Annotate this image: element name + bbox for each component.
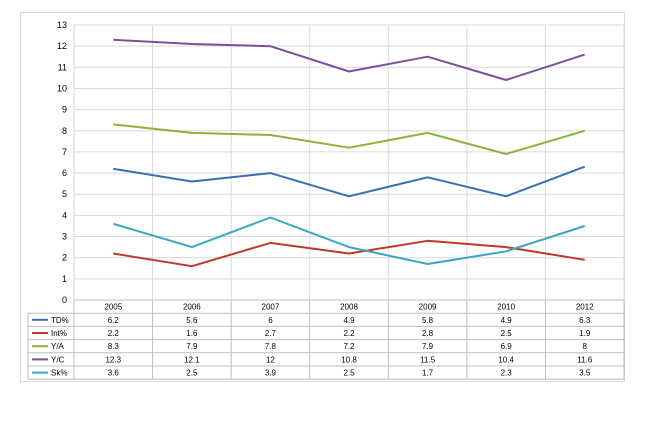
data-label: 2.5 (186, 369, 198, 378)
data-label: 12.1 (184, 355, 200, 364)
x-tick-label: 2012 (576, 303, 594, 312)
y-tick-label: 8 (62, 126, 67, 136)
y-tick-label: 13 (57, 20, 67, 30)
legend-label: Y/C (51, 355, 65, 364)
data-label: 2.5 (501, 329, 513, 338)
data-label: 3.5 (579, 369, 591, 378)
data-label: 2.7 (265, 329, 277, 338)
data-label: 1.7 (422, 369, 434, 378)
y-tick-label: 6 (62, 168, 67, 178)
data-label: 5.6 (186, 316, 198, 325)
data-label: 2.8 (422, 329, 434, 338)
x-tick-label: 2005 (104, 303, 122, 312)
data-label: 8 (582, 342, 587, 351)
legend-label: Sk% (51, 369, 67, 378)
data-label: 2.3 (501, 369, 513, 378)
data-label: 1.6 (186, 329, 198, 338)
data-label: 6.2 (108, 316, 120, 325)
data-label: 12 (266, 355, 275, 364)
y-tick-label: 11 (58, 62, 67, 72)
data-label: 6 (268, 316, 273, 325)
data-label: 10.4 (498, 355, 514, 364)
data-label: 7.9 (186, 342, 198, 351)
data-label: 8.3 (108, 342, 120, 351)
data-label: 7.9 (422, 342, 434, 351)
x-tick-label: 2006 (183, 303, 201, 312)
data-label: 2.5 (343, 369, 355, 378)
data-label: 5.8 (422, 316, 434, 325)
y-tick-label: 7 (62, 147, 67, 157)
series-line-ya (113, 123, 585, 155)
data-label: 3.6 (108, 369, 120, 378)
x-tick-label: 2009 (419, 303, 437, 312)
legend-label: TD% (51, 316, 69, 325)
data-label: 11.6 (577, 355, 593, 364)
y-tick-label: 5 (62, 189, 67, 199)
y-tick-label: 3 (62, 232, 67, 242)
data-label: 11.5 (420, 355, 436, 364)
data-label: 4.9 (343, 316, 355, 325)
data-label: 3.9 (265, 369, 277, 378)
data-label: 12.3 (105, 355, 121, 364)
x-tick-label: 2010 (497, 303, 515, 312)
x-tick-label: 2008 (340, 303, 358, 312)
series-line-td (113, 165, 586, 198)
y-tick-label: 10 (57, 83, 67, 93)
y-tick-label: 2 (62, 253, 67, 263)
data-label: 7.2 (343, 342, 355, 351)
series-line-yc (113, 38, 586, 81)
series-line-sk (113, 216, 586, 265)
data-label: 2.2 (343, 329, 355, 338)
y-tick-label: 9 (62, 105, 67, 115)
y-tick-label: 12 (57, 41, 67, 51)
data-label: 6.9 (501, 342, 513, 351)
legend-label: Int% (51, 329, 67, 338)
data-label: 6.3 (579, 316, 591, 325)
data-label: 7.8 (265, 342, 277, 351)
y-tick-label: 1 (62, 274, 67, 284)
y-tick-label: 0 (62, 295, 67, 305)
x-tick-label: 2007 (262, 303, 280, 312)
data-label: 2.2 (108, 329, 120, 338)
y-tick-label: 4 (62, 210, 67, 220)
legend-label: Y/A (51, 342, 65, 351)
data-label: 4.9 (501, 316, 513, 325)
series-line-int (113, 239, 585, 268)
data-label: 10.8 (341, 355, 357, 364)
data-label: 1.9 (579, 329, 591, 338)
